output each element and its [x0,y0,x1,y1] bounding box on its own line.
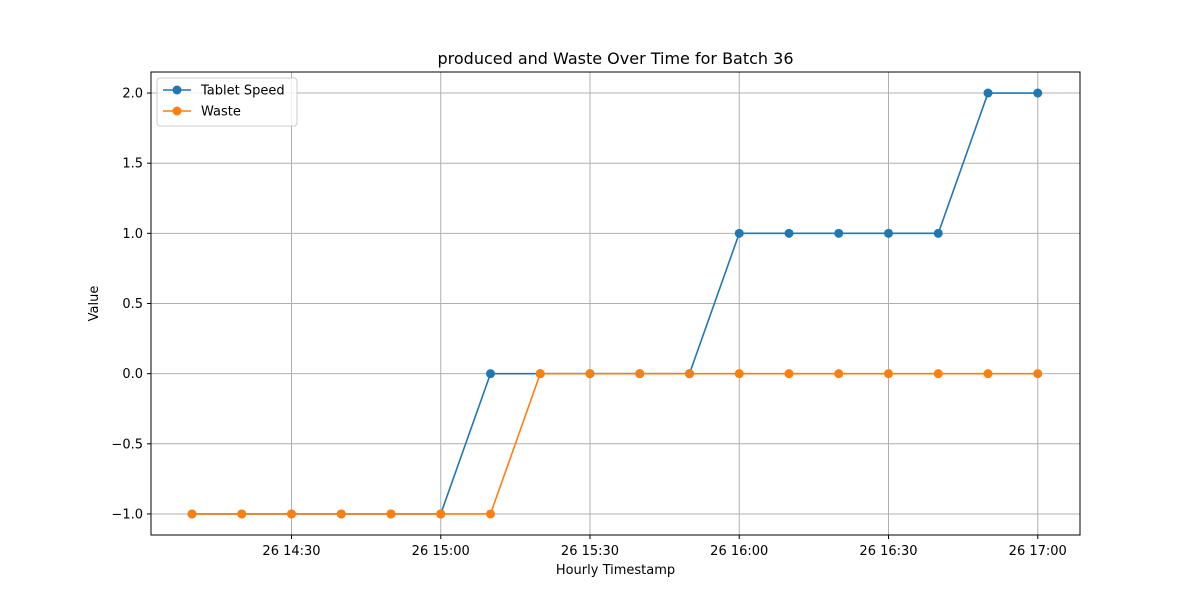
waste-data-point [884,369,893,379]
x-tick-label: 26 15:00 [412,544,470,559]
x-tick-label: 26 15:30 [561,544,619,559]
waste-data-point [187,509,197,519]
waste-data-point [585,369,595,379]
waste-data-point [436,509,446,519]
y-axis-label: Value [87,286,102,322]
waste-series-line [192,372,1038,515]
waste-data-point [336,509,346,519]
waste-data-point [635,369,645,379]
waste-data-point [237,509,247,519]
x-tick-label: 26 17:00 [1009,544,1067,559]
y-tick-label: 0.5 [122,297,143,312]
waste-data-point [784,369,794,379]
x-axis-ticks: 26 14:30 26 15:00 26 15:30 26 16:00 26 16:30… [262,535,1067,559]
y-tick-label: 0.0 [122,367,143,382]
legend: Tablet Speed Waste [156,77,298,127]
waste-data-point [287,509,296,519]
tablet-speed-legend-marker [172,85,182,95]
tablet-speed-data-point [784,228,794,238]
waste-data-point [685,369,694,379]
tablet-speed-data-point [834,228,844,238]
y-axis-ticks: −1.0 −0.5 0.0 0.5 1.0 1.5 2.0 [111,87,151,522]
waste-data-point [1033,369,1043,379]
waste-data-point [933,369,943,379]
x-tick-label: 26 16:00 [710,544,768,559]
series-group [187,88,1043,519]
waste-data-point [983,369,993,379]
waste-legend-marker [172,106,182,116]
waste-data-point [535,369,545,379]
y-tick-label: 2.0 [122,87,143,102]
waste-data-point [386,509,396,519]
tablet-speed-data-point [884,228,893,238]
y-tick-label: 1.0 [122,227,143,242]
tablet-speed-data-point [983,88,993,98]
tablet-speed-data-point [933,228,943,238]
y-tick-label: −0.5 [111,437,143,452]
y-tick-label: 1.5 [122,157,143,172]
chart-title: produced and Waste Over Time for Batch 3… [437,49,793,68]
tablet-speed-data-point [1033,88,1043,98]
waste-data-point [834,369,844,379]
waste-data-point [734,369,744,379]
x-tick-label: 26 16:30 [859,544,917,559]
y-tick-label: −1.0 [111,507,143,522]
legend-box [156,77,298,127]
waste-data-point [486,509,495,519]
tablet-speed-data-point [486,369,495,379]
x-axis-label: Hourly Timestamp [556,563,675,578]
tablet-speed-data-point [734,228,744,238]
tablet-speed-legend-label: Tablet Speed [200,84,285,99]
x-tick-label: 26 14:30 [262,544,320,559]
waste-legend-label: Waste [201,105,241,120]
